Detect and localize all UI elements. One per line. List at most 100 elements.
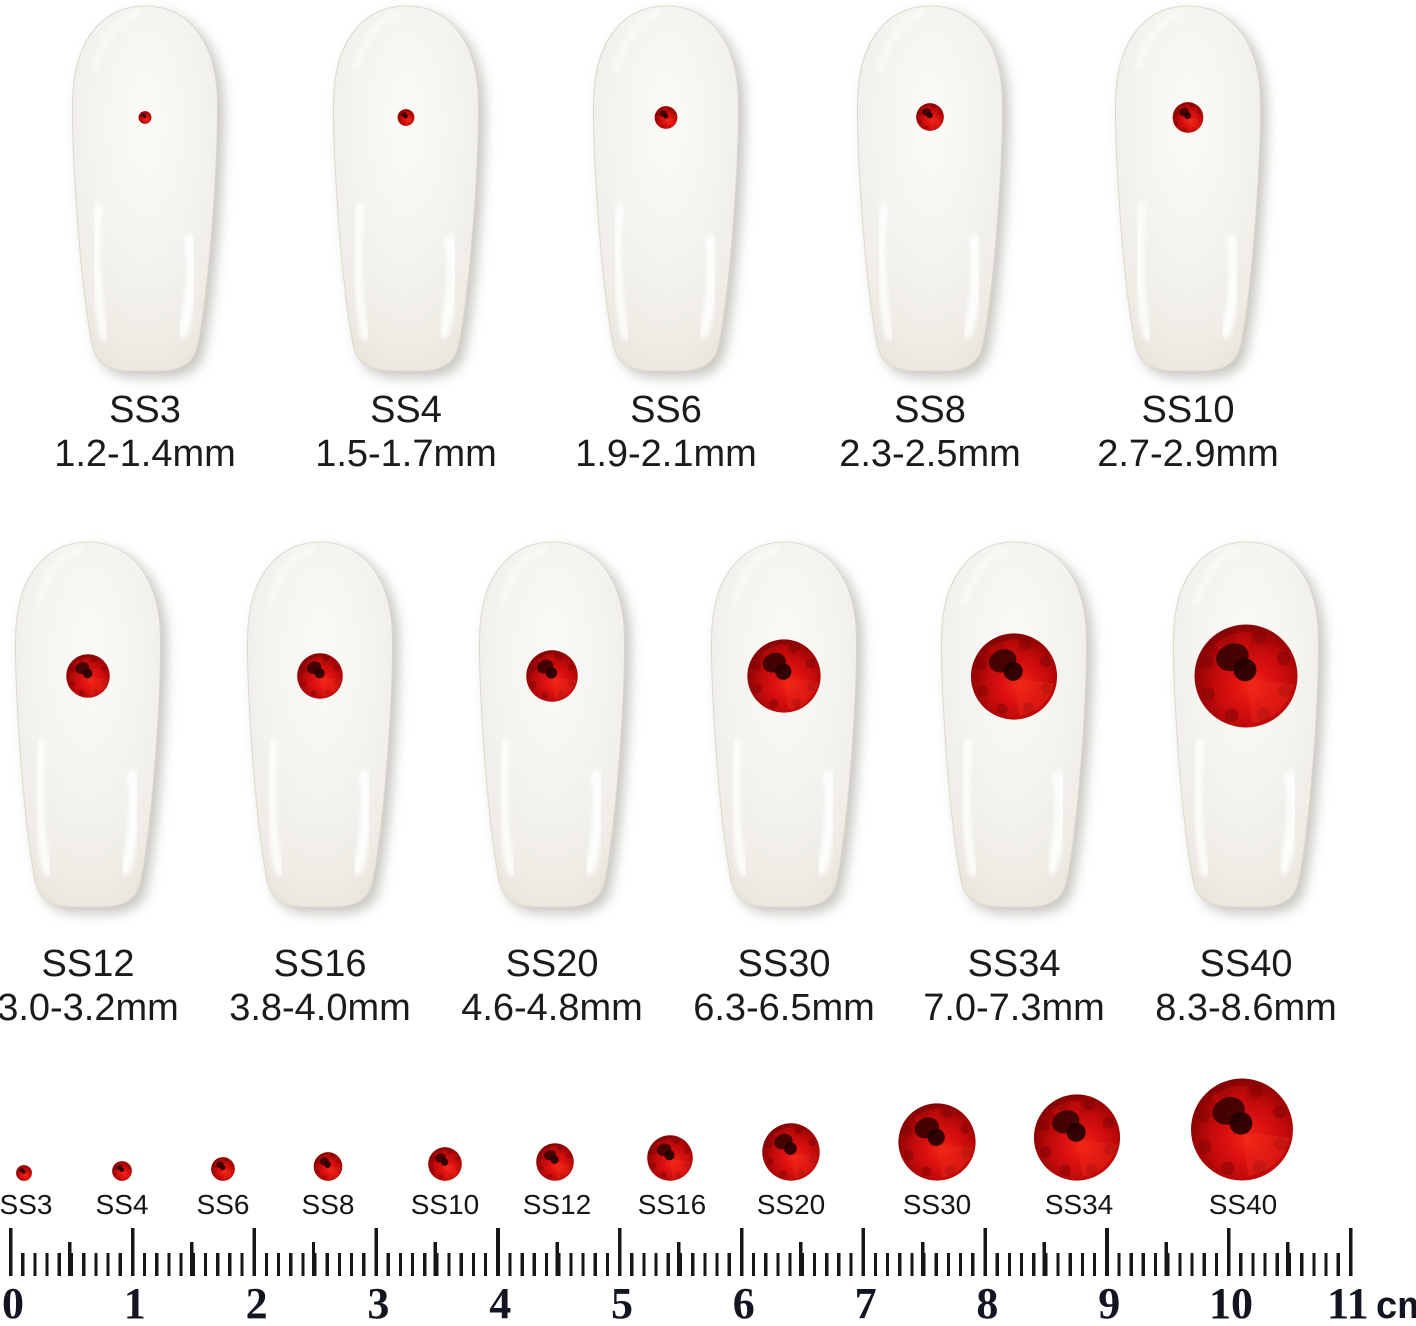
- size-range-label: 1.9-2.1mm: [575, 433, 757, 475]
- scale-rhinestone-ss10: [428, 1147, 462, 1181]
- size-label-group: SS20 4.6-4.8mm: [461, 942, 643, 1030]
- ruler-number-6: 6: [732, 1279, 755, 1326]
- scale-rhinestone-ss40: [1191, 1078, 1294, 1181]
- ruler-number-9: 9: [1098, 1279, 1121, 1326]
- nail-tip-image: [850, 4, 1010, 376]
- nail-tip: [704, 540, 864, 912]
- rhinestone-on-nail-ss10: [1173, 102, 1204, 133]
- scale-label-ss10: SS10: [410, 1189, 480, 1220]
- ruler-number-4: 4: [489, 1279, 512, 1326]
- scale-rhinestone-ss16: [647, 1135, 693, 1181]
- scale-label-ss6: SS6: [196, 1189, 250, 1220]
- size-range-label: 6.3-6.5mm: [693, 987, 875, 1029]
- scale-rhinestone-ss3: [16, 1165, 32, 1181]
- scale-label-ss4: SS4: [95, 1189, 149, 1220]
- scale-label-ss3: SS3: [0, 1189, 53, 1220]
- scale-rhinestone-ss4: [112, 1161, 132, 1181]
- rhinestone-on-nail-ss3: [139, 111, 152, 124]
- size-code-label: SS4: [370, 389, 442, 431]
- size-code-label: SS3: [109, 389, 181, 431]
- size-code-label: SS30: [737, 943, 831, 985]
- rhinestone-on-nail-ss6: [655, 106, 678, 129]
- size-range-label: 1.5-1.7mm: [315, 433, 497, 475]
- nail-tip-image: [65, 4, 225, 376]
- size-code-label: SS8: [894, 389, 966, 431]
- nail-sample-ss40: SS40 8.3-8.6mm: [1130, 540, 1362, 1030]
- ruler-number-3: 3: [367, 1279, 390, 1326]
- nail-sample-ss12: SS12 3.0-3.2mm: [0, 540, 204, 1030]
- size-range-label: 3.8-4.0mm: [229, 987, 411, 1029]
- nail-tip: [1166, 540, 1326, 912]
- size-label-group: SS40 8.3-8.6mm: [1155, 942, 1337, 1030]
- nail-tip: [934, 540, 1094, 912]
- nail-sample-ss16: SS16 3.8-4.0mm: [204, 540, 436, 1030]
- ruler-number-11: 11: [1327, 1279, 1369, 1326]
- nail-tip-image: [1108, 4, 1268, 376]
- nail-tip-image: [586, 4, 746, 376]
- scale-rhinestone-ss12: [536, 1143, 574, 1181]
- nail-sample-ss4: SS4 1.5-1.7mm: [276, 4, 536, 476]
- size-label-group: SS30 6.3-6.5mm: [693, 942, 875, 1030]
- size-label-group: SS8 2.3-2.5mm: [839, 388, 1021, 476]
- nail-tip-image: [326, 4, 486, 376]
- scale-label-ss8: SS8: [301, 1189, 355, 1220]
- rhinestone-on-nail-ss30: [747, 639, 821, 713]
- ruler-number-5: 5: [611, 1279, 633, 1326]
- ruler-number-0: 0: [2, 1279, 24, 1326]
- scale-label-ss16: SS16: [637, 1189, 707, 1220]
- ruler-number-7: 7: [854, 1279, 877, 1326]
- scale-rhinestone-ss20: [762, 1123, 820, 1181]
- nail-tip: [1108, 4, 1268, 376]
- nail-sample-ss3: SS3 1.2-1.4mm: [15, 4, 275, 476]
- size-label-group: SS34 7.0-7.3mm: [923, 942, 1105, 1030]
- size-range-label: 1.2-1.4mm: [54, 433, 236, 475]
- rhinestone-on-nail-ss40: [1194, 624, 1298, 728]
- rhinestone-on-nail-ss16: [297, 653, 343, 699]
- nail-sample-ss30: SS30 6.3-6.5mm: [668, 540, 900, 1030]
- ruler-number-1: 1: [123, 1279, 146, 1326]
- nail-tip: [850, 4, 1010, 376]
- scale-label-ss20: SS20: [756, 1189, 826, 1220]
- nail-tip-image: [934, 540, 1094, 912]
- size-range-label: 2.7-2.9mm: [1097, 433, 1279, 475]
- nail-sample-ss20: SS20 4.6-4.8mm: [436, 540, 668, 1030]
- ruler-number-8: 8: [976, 1279, 999, 1326]
- size-code-label: SS6: [630, 389, 702, 431]
- size-range-label: 2.3-2.5mm: [839, 433, 1021, 475]
- nail-tip-image: [704, 540, 864, 912]
- nail-sample-ss8: SS8 2.3-2.5mm: [800, 4, 1060, 476]
- nail-tip: [240, 540, 400, 912]
- size-range-label: 3.0-3.2mm: [0, 987, 179, 1029]
- scale-label-ss40: SS40: [1208, 1189, 1278, 1220]
- nail-tip: [326, 4, 486, 376]
- size-range-label: 4.6-4.8mm: [461, 987, 643, 1029]
- rhinestone-on-nail-ss4: [398, 109, 415, 126]
- size-code-label: SS20: [505, 943, 599, 985]
- nail-sample-ss10: SS10 2.7-2.9mm: [1058, 4, 1318, 476]
- ruler-number-2: 2: [245, 1279, 268, 1326]
- scale-rhinestone-ss34: [1034, 1094, 1121, 1181]
- size-code-label: SS10: [1141, 389, 1235, 431]
- size-code-label: SS16: [273, 943, 367, 985]
- size-label-group: SS10 2.7-2.9mm: [1097, 388, 1279, 476]
- rhinestone-on-nail-ss12: [66, 654, 110, 698]
- size-label-group: SS12 3.0-3.2mm: [0, 942, 179, 1030]
- nail-sample-ss6: SS6 1.9-2.1mm: [536, 4, 796, 476]
- ruler-unit-label: cm: [1376, 1285, 1416, 1326]
- nail-tip: [586, 4, 746, 376]
- scale-label-ss30: SS30: [902, 1189, 972, 1220]
- rhinestone-on-nail-ss34: [971, 633, 1058, 720]
- size-label-group: SS4 1.5-1.7mm: [315, 388, 497, 476]
- size-range-label: 7.0-7.3mm: [923, 987, 1105, 1029]
- scale-label-ss34: SS34: [1044, 1189, 1114, 1220]
- size-code-label: SS34: [967, 943, 1061, 985]
- rhinestone-on-nail-ss8: [916, 103, 944, 131]
- nail-tip: [65, 4, 225, 376]
- scale-rhinestone-ss8: [314, 1152, 343, 1181]
- nail-tip-image: [472, 540, 632, 912]
- nail-tip: [8, 540, 168, 912]
- size-label-group: SS3 1.2-1.4mm: [54, 388, 236, 476]
- rhinestone-on-nail-ss20: [526, 650, 578, 702]
- nail-tip: [472, 540, 632, 912]
